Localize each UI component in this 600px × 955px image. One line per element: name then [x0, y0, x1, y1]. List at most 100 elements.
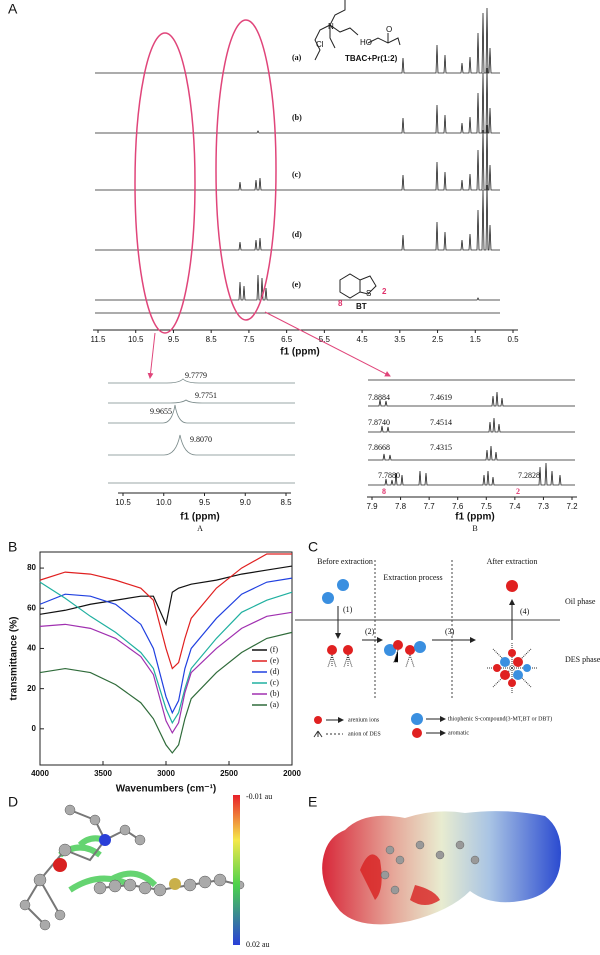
- x-tick-label: 7.3: [538, 502, 550, 511]
- molecule-rdg: [19, 804, 245, 931]
- x-tick-label: 1.5: [470, 335, 482, 344]
- panel-label: A: [8, 1, 18, 17]
- inset-label: A: [197, 524, 203, 533]
- x-axis-label: f1 (ppm): [180, 512, 219, 523]
- x-tick-label: 9.5: [168, 335, 180, 344]
- x-tick-label: 7.5: [243, 335, 255, 344]
- spectrum-label: (a): [292, 53, 302, 62]
- mixture-label: TBAC+Pr(1:2): [345, 54, 398, 63]
- step-label: (1): [343, 605, 353, 614]
- x-tick-label: 10.5: [128, 335, 144, 344]
- legend-label: (f): [270, 645, 278, 654]
- spectrum-label: (d): [292, 230, 302, 239]
- peak-label: 9.8070: [190, 435, 212, 444]
- legend-label: (b): [270, 689, 280, 698]
- panel-label: D: [8, 794, 18, 810]
- x-tick-label: 6.5: [281, 335, 293, 344]
- extraction-scheme: [295, 560, 560, 738]
- x-tick-label: 9.0: [240, 498, 252, 507]
- x-tick-label: 2000: [283, 769, 301, 778]
- zoom-arrow: [264, 311, 391, 377]
- y-axis-label: transmittance (%): [9, 617, 20, 701]
- plot-frame: [39, 551, 293, 766]
- legend-label: (e): [270, 656, 279, 665]
- peak-label: 7.8884: [368, 393, 390, 402]
- spectrum-trace: [95, 7, 500, 74]
- peak-label: 7.4315: [430, 443, 452, 452]
- peak-label: 9.7751: [195, 391, 217, 400]
- spectrum-trace: [368, 462, 575, 486]
- x-tick-label: 8.5: [280, 498, 292, 507]
- peak-label: 7.8668: [368, 443, 390, 452]
- x-tick-label: 3000: [157, 769, 175, 778]
- legend-label: (c): [270, 678, 279, 687]
- spectrum-trace: [108, 399, 295, 404]
- series-line: [39, 581, 293, 725]
- bt-label: BT: [356, 302, 367, 311]
- x-axis-label: f1 (ppm): [280, 347, 319, 358]
- spectrum-label: (b): [292, 113, 302, 122]
- step-label: (2): [365, 627, 375, 636]
- x-tick-label: 8.5: [206, 335, 218, 344]
- x-tick-label: 7.4: [509, 502, 521, 511]
- spectrum-trace: [368, 391, 575, 407]
- legend-label: anion of DES: [348, 730, 381, 737]
- scale-label: -0.01 au: [246, 792, 272, 801]
- x-axis-label: Wavenumbers (cm⁻¹): [116, 784, 216, 795]
- atom-label: S: [366, 289, 371, 298]
- structure-tbac: [314, 0, 401, 61]
- x-tick-label: 2500: [220, 769, 238, 778]
- phase-label: DES phase: [565, 655, 600, 664]
- peak-label: 7.7880: [378, 471, 400, 480]
- panel-label: B: [8, 539, 17, 555]
- x-tick-label: 7.6: [452, 502, 464, 511]
- spectrum-label: (e): [292, 280, 301, 289]
- stage-label: Extraction process: [383, 573, 442, 582]
- series-line: [39, 565, 293, 627]
- x-tick-label: 3.5: [394, 335, 406, 344]
- legend-label: aromatic: [448, 730, 469, 736]
- highlight-ellipse: [215, 19, 277, 321]
- spectrum-trace: [368, 417, 575, 433]
- x-tick-label: 4.5: [357, 335, 369, 344]
- x-tick-label: 7.8: [395, 502, 407, 511]
- x-tick-label: 0.5: [507, 335, 519, 344]
- peak-label: 7.4514: [430, 418, 452, 427]
- peak-label: 7.4619: [430, 393, 452, 402]
- atom-label: HO: [360, 38, 372, 47]
- color-scale: [233, 795, 240, 945]
- atom-label: Cl: [316, 40, 324, 49]
- peak-label: 7.8740: [368, 418, 390, 427]
- position-label: 8: [338, 299, 343, 308]
- spectrum-trace: [95, 274, 500, 301]
- y-tick-label: 0: [32, 724, 37, 733]
- molecule-balls: [380, 840, 480, 895]
- peak-label: 9.7779: [185, 371, 207, 380]
- peak-label: 7.2828: [518, 471, 540, 480]
- position-label: 2: [516, 487, 520, 496]
- spectrum-trace: [368, 445, 575, 461]
- y-tick-label: 40: [27, 644, 36, 653]
- x-tick-label: 10.5: [115, 498, 131, 507]
- stage-label: Before extraction: [317, 557, 373, 566]
- x-tick-label: 7.9: [366, 502, 378, 511]
- spectrum-trace: [108, 434, 295, 456]
- atom-label: N: [328, 22, 334, 31]
- series-line: [39, 553, 292, 670]
- spectrum-trace: [95, 67, 500, 134]
- position-label: 8: [382, 487, 386, 496]
- x-tick-label: 2.5: [432, 335, 444, 344]
- panel-label: C: [308, 539, 318, 555]
- phase-label: Oil phase: [565, 597, 596, 606]
- x-tick-label: 11.5: [91, 335, 107, 344]
- spectrum-trace: [95, 124, 500, 191]
- x-tick-label: 4000: [31, 769, 49, 778]
- legend-label: arenium ions: [348, 717, 380, 723]
- step-label: (4): [520, 607, 530, 616]
- series-line: [39, 631, 293, 754]
- step-label: (3): [445, 627, 455, 636]
- x-tick-label: 9.5: [199, 498, 211, 507]
- y-tick-label: 20: [27, 684, 36, 693]
- highlight-ellipse: [134, 32, 196, 334]
